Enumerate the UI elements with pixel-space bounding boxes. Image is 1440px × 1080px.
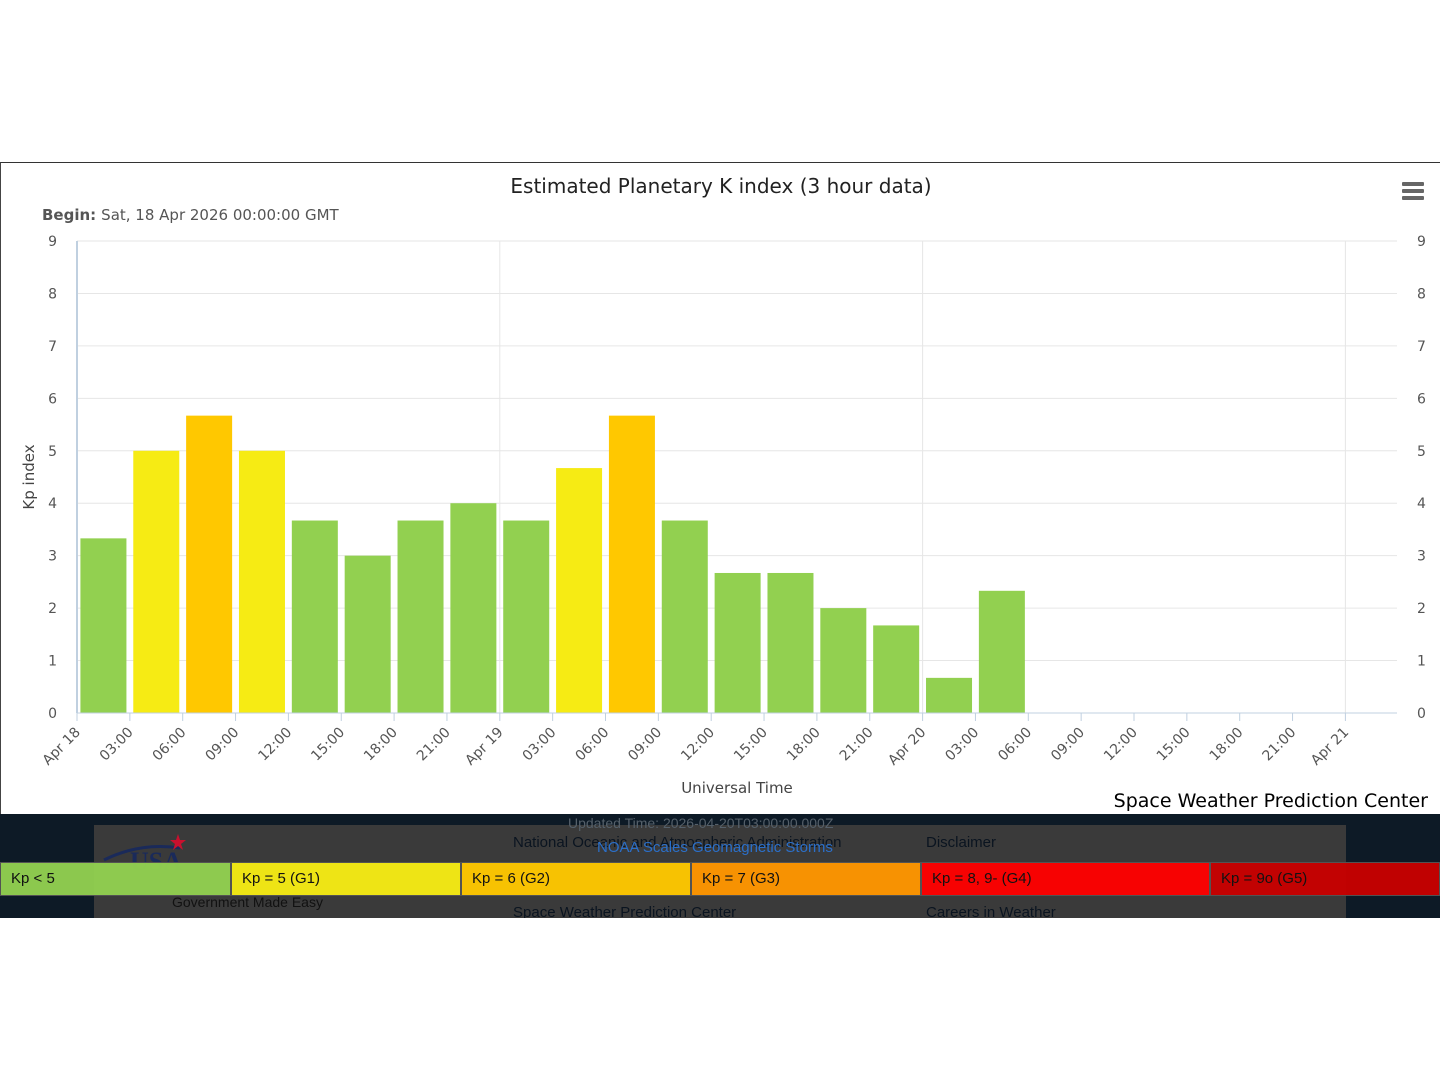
y-tick-label-right: 1	[1417, 654, 1426, 670]
legend-kp-8-g4: Kp = 8, 9- (G4)	[921, 862, 1210, 896]
x-tick-label: 03:00	[942, 725, 982, 765]
x-tick-label: 15:00	[731, 725, 771, 765]
footer-link-swpc[interactable]: Space Weather Prediction Center	[513, 904, 737, 918]
kp-bar	[926, 677, 973, 713]
y-tick-label-left: 7	[48, 339, 57, 355]
y-tick-label-left: 6	[48, 391, 57, 407]
usa-gov-tagline: Government Made Easy	[172, 894, 323, 910]
x-tick-label: 12:00	[678, 725, 718, 765]
kp-bar	[186, 415, 233, 713]
chart-title: Estimated Planetary K index (3 hour data…	[510, 174, 931, 198]
y-tick-label-left: 3	[48, 549, 57, 565]
x-tick-label: 09:00	[625, 725, 665, 765]
kp-bar	[397, 520, 444, 713]
x-tick-label: Apr 20	[885, 725, 929, 769]
x-tick-label: 15:00	[308, 725, 348, 765]
y-tick-label-left: 0	[48, 706, 57, 722]
y-tick-label-right: 4	[1417, 496, 1426, 512]
footer-link-disclaimer[interactable]: Disclaimer	[926, 834, 997, 851]
x-tick-label: Apr 21	[1308, 725, 1352, 769]
kp-bar	[133, 450, 180, 713]
legend-kp-5-g1: Kp = 5 (G1)	[231, 862, 461, 896]
y-tick-label-right: 5	[1417, 444, 1426, 460]
kp-bar	[238, 450, 285, 713]
y-tick-label-right: 3	[1417, 549, 1426, 565]
x-tick-label: 21:00	[837, 725, 877, 765]
subtitle-label: Begin:	[42, 206, 96, 224]
y-tick-label-left: 2	[48, 601, 57, 617]
x-tick-label: Apr 18	[40, 725, 84, 769]
legend-kp-6-g2: Kp = 6 (G2)	[461, 862, 691, 896]
x-tick-label: 09:00	[203, 725, 243, 765]
x-tick-label: 06:00	[150, 725, 190, 765]
kp-bar	[344, 555, 391, 713]
chart-container: Estimated Planetary K index (3 hour data…	[0, 162, 1440, 814]
x-tick-label: 21:00	[414, 725, 454, 765]
x-tick-label: 03:00	[97, 725, 137, 765]
kp-bar	[503, 520, 550, 713]
kp-bar	[556, 468, 603, 713]
x-tick-label: 09:00	[1048, 725, 1088, 765]
menu-icon-line	[1402, 189, 1424, 193]
subtitle-value: Sat, 18 Apr 2026 00:00:00 GMT	[101, 206, 339, 224]
x-tick-label: Apr 19	[462, 725, 506, 769]
y-tick-label-right: 0	[1417, 706, 1426, 722]
chart-subtitle: Begin: Sat, 18 Apr 2026 00:00:00 GMT	[42, 206, 340, 224]
y-tick-label-right: 8	[1417, 286, 1426, 302]
x-axis-title: Universal Time	[681, 779, 793, 797]
y-tick-label-left: 9	[48, 234, 57, 250]
kp-bar	[873, 625, 920, 713]
menu-icon-line	[1402, 196, 1424, 200]
x-tick-label: 06:00	[572, 725, 612, 765]
y-tick-label-left: 8	[48, 286, 57, 302]
kp-bar	[608, 415, 655, 713]
footer-link-noaa[interactable]: National Oceanic and Atmospheric Adminis…	[513, 834, 842, 851]
y-tick-label-left: 1	[48, 654, 57, 670]
kp-bar	[978, 590, 1025, 713]
updated-time: Updated Time: 2026-04-20T03:00:00.000Z	[568, 815, 834, 831]
x-tick-label: 12:00	[1101, 725, 1141, 765]
kp-bar	[80, 538, 127, 713]
kp-bar	[661, 520, 708, 713]
kp-bar	[291, 520, 338, 713]
kp-legend-bar: Kp < 5 Kp = 5 (G1) Kp = 6 (G2) Kp = 7 (G…	[0, 862, 1440, 896]
y-tick-label-right: 6	[1417, 391, 1426, 407]
kp-bar	[450, 503, 497, 713]
menu-icon-line	[1402, 182, 1424, 186]
y-tick-label-left: 4	[48, 496, 57, 512]
x-tick-label: 18:00	[1207, 725, 1247, 765]
y-tick-label-right: 7	[1417, 339, 1426, 355]
x-tick-label: 18:00	[784, 725, 824, 765]
y-axis-title: Kp index	[20, 444, 38, 509]
kp-bar	[767, 572, 814, 713]
kp-bar	[820, 608, 867, 713]
x-tick-label: 21:00	[1260, 725, 1300, 765]
x-tick-label: 12:00	[255, 725, 295, 765]
footer-link-careers[interactable]: Careers in Weather	[926, 904, 1056, 918]
kp-bar-chart: Estimated Planetary K index (3 hour data…	[20, 174, 1426, 797]
chart-credit[interactable]: Space Weather Prediction Center	[1113, 790, 1428, 812]
x-tick-label: 18:00	[361, 725, 401, 765]
bar-layer	[80, 415, 1025, 713]
x-tick-label: 15:00	[1154, 725, 1194, 765]
legend-kp-7-g3: Kp = 7 (G3)	[691, 862, 921, 896]
y-tick-label-right: 9	[1417, 234, 1426, 250]
legend-kp-9-g5: Kp = 9o (G5)	[1210, 862, 1440, 896]
x-tick-label: 03:00	[520, 725, 560, 765]
x-tick-label: 06:00	[995, 725, 1035, 765]
kp-bar	[714, 572, 761, 713]
y-tick-label-left: 5	[48, 444, 57, 460]
legend-kp-below-5: Kp < 5	[0, 862, 231, 896]
chart-menu-button[interactable]	[1399, 180, 1427, 204]
y-tick-label-right: 2	[1417, 601, 1426, 617]
noaa-scales-link[interactable]: NOAA Scales Geomagnetic Storms	[597, 839, 833, 856]
